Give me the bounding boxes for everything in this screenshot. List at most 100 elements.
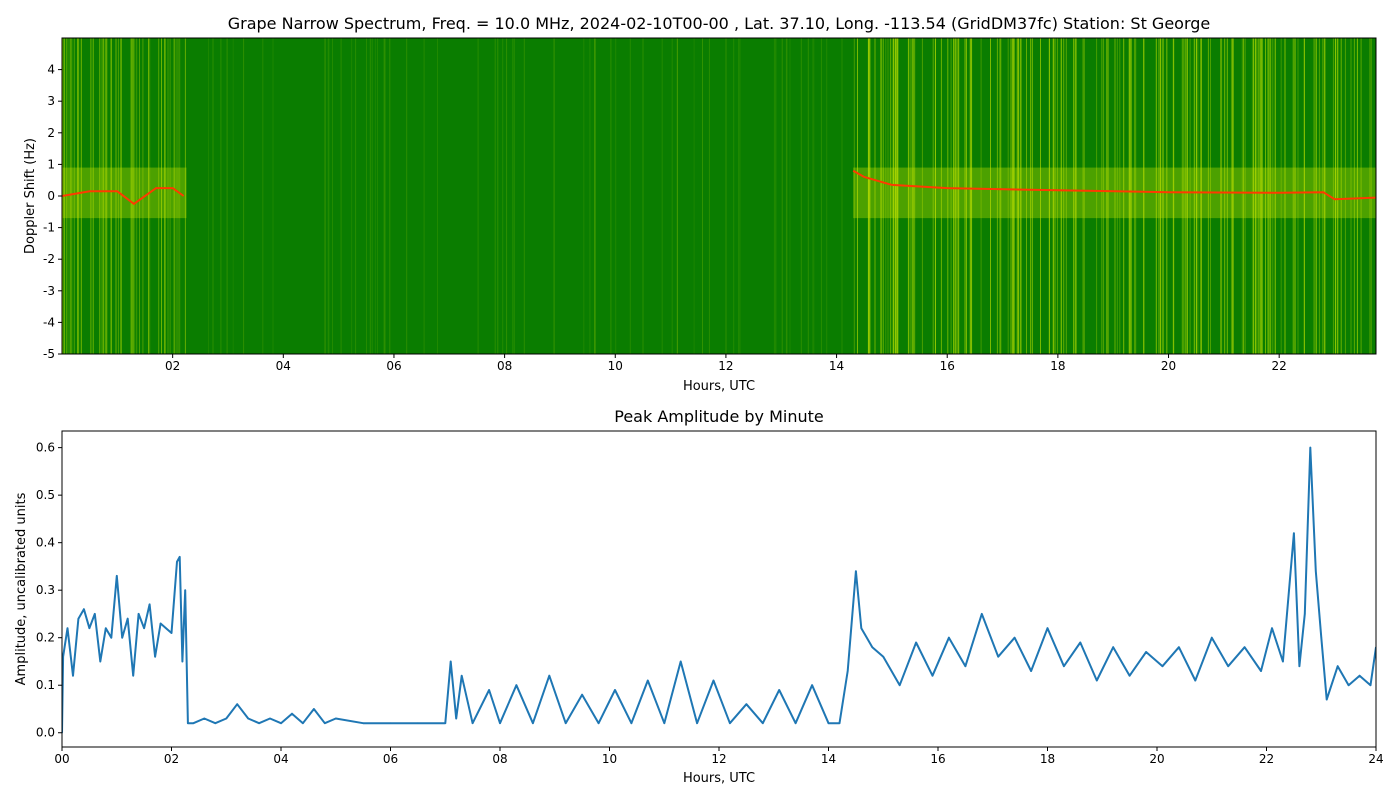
- spectrum-noise-stripe: [1185, 38, 1187, 354]
- amplitude-point: [1325, 698, 1328, 701]
- spectrum-noise-stripe: [1101, 38, 1102, 354]
- spectrum-noise-stripe: [1026, 38, 1027, 354]
- spectrum-noise-stripe: [1200, 38, 1202, 354]
- spectrum-noise-stripe: [615, 38, 617, 354]
- amplitude-point: [247, 717, 249, 720]
- spectrum-noise-stripe: [594, 38, 595, 354]
- spectrum-noise-stripe: [1261, 38, 1263, 354]
- spectrum-noise-stripe: [136, 38, 138, 354]
- spectrum-noise-stripe: [1134, 38, 1136, 354]
- spectrum-noise-stripe: [1267, 38, 1269, 354]
- amplitude-point: [105, 627, 107, 629]
- spectrum-noise-stripe: [1075, 38, 1077, 354]
- spectrum-noise-stripe: [132, 38, 134, 354]
- spectrum-noise-stripe: [1353, 38, 1355, 354]
- y-tick-label: 0.0: [36, 726, 55, 740]
- spectrum-noise-stripe: [506, 38, 508, 354]
- spectrum-noise-stripe: [406, 38, 408, 354]
- x-tick-label: 14: [821, 752, 836, 766]
- spectrum-noise-stripe: [1172, 38, 1174, 354]
- x-tick-label: 08: [492, 752, 507, 766]
- spectrum-noise-stripe: [1313, 38, 1315, 354]
- spectrum-noise-stripe: [497, 38, 499, 354]
- amplitude-ylabel: Amplitude, uncalibrated units: [14, 492, 29, 685]
- spectrum-title: Grape Narrow Spectrum, Freq. = 10.0 MHz,…: [228, 14, 1211, 33]
- spectrum-noise-stripe: [1158, 38, 1160, 354]
- spectrum-noise-stripe: [1255, 38, 1257, 354]
- x-tick-label: 12: [711, 752, 726, 766]
- amplitude-point: [915, 641, 917, 644]
- spectrum-noise-stripe: [212, 38, 214, 354]
- amplitude-point: [444, 722, 447, 724]
- amplitude-point: [1145, 651, 1147, 653]
- spectrum-noise-stripe: [908, 38, 910, 354]
- amplitude-point: [170, 632, 173, 634]
- amplitude-point: [898, 684, 901, 686]
- amplitude-point: [1096, 679, 1098, 682]
- spectrum-noise-stripe: [1337, 38, 1338, 354]
- amplitude-point: [269, 717, 271, 720]
- spectrum-noise-stripe: [1116, 38, 1118, 354]
- amplitude-xlabel: Hours, UTC: [683, 771, 755, 786]
- spectrum-noise-stripe: [921, 38, 923, 354]
- y-tick-label: -5: [43, 347, 55, 361]
- spectrum-noise-stripe: [149, 38, 151, 354]
- spectrum-noise-stripe: [739, 38, 741, 354]
- amplitude-point: [860, 627, 863, 629]
- spectrum-noise-stripe: [1060, 38, 1062, 354]
- amplitude-point: [597, 722, 600, 724]
- spectrum-noise-stripe: [139, 38, 140, 354]
- spectrum-noise-stripe: [990, 38, 991, 354]
- spectrum-noise-stripe: [1048, 38, 1050, 354]
- spectrum-noise-stripe: [1166, 38, 1168, 354]
- amplitude-point: [1293, 532, 1295, 534]
- amplitude-point: [178, 556, 181, 558]
- spectrum-noise-stripe: [956, 38, 958, 354]
- amplitude-point: [1298, 665, 1301, 667]
- x-tick-label: 16: [930, 752, 945, 766]
- amplitude-point: [630, 722, 633, 724]
- spectrum-noise-stripe: [1030, 38, 1032, 354]
- spectrum-noise-stripe: [1173, 38, 1175, 354]
- x-tick-label: 18: [1040, 752, 1055, 766]
- spectrum-noise-stripe: [1185, 38, 1187, 354]
- amplitude-point: [184, 589, 186, 591]
- spectrum-noise-stripe: [325, 38, 326, 354]
- spectrum-noise-stripe: [1189, 38, 1191, 354]
- amplitude-point: [679, 660, 682, 663]
- amplitude-point: [1128, 674, 1131, 677]
- spectrum-noise-stripe: [1197, 38, 1199, 354]
- amplitude-point: [66, 627, 69, 629]
- amplitude-point: [564, 722, 567, 724]
- spectrum-noise-stripe: [120, 38, 122, 354]
- amplitude-point: [137, 613, 140, 615]
- y-tick-label: 1: [47, 157, 55, 171]
- spectrum-noise-stripe: [775, 38, 777, 354]
- spectrum-noise-stripe: [101, 38, 103, 354]
- spectrum-noise-stripe: [1221, 38, 1223, 354]
- amplitude-point: [647, 679, 649, 682]
- amplitude-point: [488, 689, 490, 691]
- spectrum-noise-stripe: [110, 38, 112, 354]
- spectrum-noise-stripe: [1040, 38, 1041, 354]
- amplitude-point: [1271, 627, 1273, 629]
- spectrum-noise-stripe: [437, 38, 438, 354]
- spectrum-noise-stripe: [826, 38, 828, 354]
- spectrum-noise-stripe: [477, 38, 479, 354]
- spectrum-noise-stripe: [208, 38, 209, 354]
- spectrum-noise-stripe: [885, 38, 887, 354]
- spectrum-noise-stripe: [374, 38, 376, 354]
- amplitude-point: [1013, 636, 1016, 639]
- x-tick-label: 24: [1368, 752, 1383, 766]
- spectrum-noise-stripe: [896, 38, 898, 354]
- y-tick-label: 4: [47, 63, 55, 77]
- spectrum-noise-stripe: [1322, 38, 1323, 354]
- spectrum-noise-stripe: [328, 38, 330, 354]
- x-tick-label: 02: [165, 359, 180, 373]
- spectrum-noise-stripe: [970, 38, 972, 354]
- spectrum-noise-stripe: [99, 38, 101, 354]
- spectrum-noise-stripe: [1130, 38, 1132, 354]
- spectrum-noise-stripe: [220, 38, 222, 354]
